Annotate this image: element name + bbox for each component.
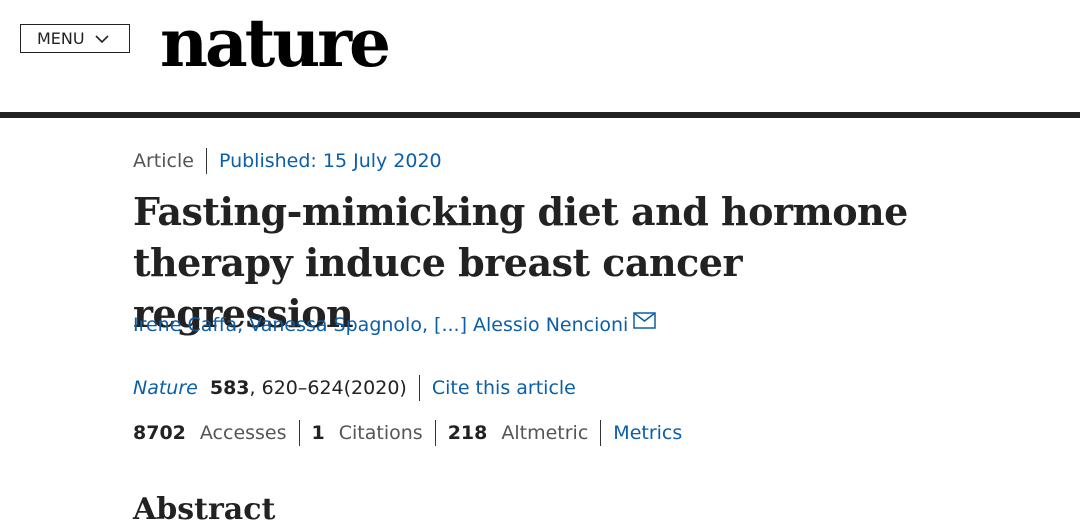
separator <box>205 148 207 174</box>
citation-row: Nature 583 , 620–624(2020) Cite this art… <box>133 375 576 401</box>
menu-label: MENU <box>37 29 85 48</box>
separator <box>418 375 420 401</box>
logo[interactable]: nature <box>160 4 391 82</box>
authors[interactable]: Irene Caffa, Vanessa Spagnolo, [...] Ale… <box>133 314 629 336</box>
article-meta: Article Published: 15 July 2020 <box>133 148 442 174</box>
accesses-count: 8702 <box>133 422 186 444</box>
chevron-icon <box>95 34 109 43</box>
separator <box>600 420 602 446</box>
citations-label: Citations <box>338 422 423 444</box>
email-icon[interactable] <box>633 312 657 330</box>
metrics-row: 8702 Accesses 1 Citations 218 Altmetric … <box>133 420 682 446</box>
separator <box>434 420 436 446</box>
pages: , 620–624(2020) <box>249 377 407 399</box>
published-date[interactable]: Published: 15 July 2020 <box>218 150 442 172</box>
article-type: Article <box>133 150 194 172</box>
journal[interactable]: Nature <box>133 377 198 399</box>
accesses-label: Accesses <box>199 422 287 444</box>
altmetric-count: 218 <box>447 422 488 444</box>
citations-count: 1 <box>311 422 325 444</box>
authors-row: Irene Caffa, Vanessa Spagnolo, [...] Ale… <box>133 312 657 336</box>
cite-link[interactable]: Cite this article <box>431 377 576 399</box>
header: MENU nature <box>0 0 1080 118</box>
metrics-link[interactable]: Metrics <box>613 422 683 444</box>
volume: 583 <box>209 377 250 399</box>
separator <box>298 420 300 446</box>
abstract-heading: Abstract <box>133 492 276 527</box>
menu-button[interactable]: MENU <box>20 24 130 53</box>
altmetric-label: Altmetric <box>501 422 589 444</box>
article-title: Fasting-mimicking diet and hormone thera… <box>133 189 908 336</box>
